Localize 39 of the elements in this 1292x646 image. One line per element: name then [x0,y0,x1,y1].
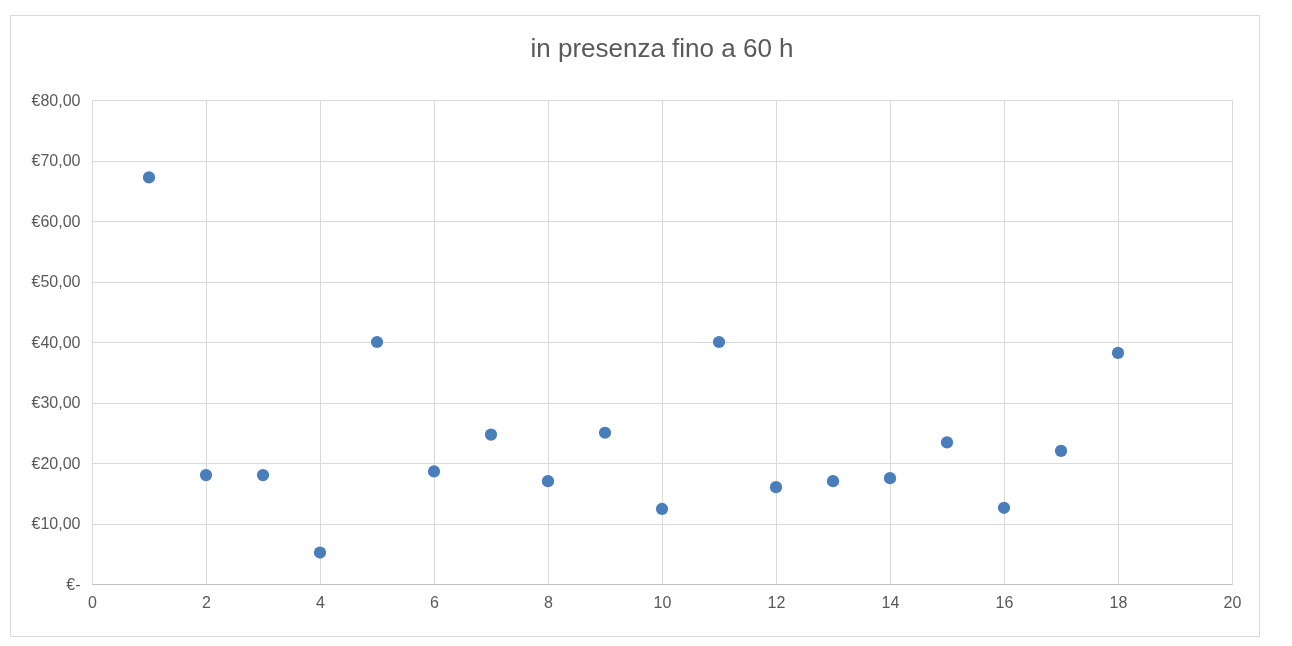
point [142,171,156,184]
x-tick-label: 2 [202,593,212,611]
y-tick-label: €80,00 [31,91,81,109]
x-tick-label: 6 [430,593,440,611]
point [1111,346,1125,359]
y-tick-label: €60,00 [31,212,81,230]
point [940,436,954,449]
y-tick-label: €30,00 [31,394,81,411]
point [826,475,840,488]
point [1054,444,1068,458]
x-tick-label: 10 [653,593,672,611]
point [997,501,1011,514]
x-tick-label: 20 [1223,593,1242,611]
point [769,481,783,494]
point [313,546,327,559]
y-tick-label: €50,00 [31,273,81,290]
point [484,428,498,441]
x-tick-label: 4 [316,593,326,611]
x-tick-label: 18 [1109,593,1128,611]
point [256,468,270,482]
point [370,335,384,349]
x-tick-label: 8 [544,593,554,611]
y-tick-label: €70,00 [31,152,81,169]
x-tick-label: 14 [881,593,900,611]
point [712,335,726,349]
point [427,465,441,478]
point [199,468,213,482]
y-tick-label: €- [66,575,81,593]
x-tick-label: 0 [88,593,98,611]
point [655,502,669,516]
point [598,426,612,439]
y-tick-label: €10,00 [31,515,81,532]
x-tick-label: 12 [767,593,786,611]
x-tick-label: 16 [995,593,1014,611]
point [541,475,555,488]
y-tick-label: €40,00 [31,333,81,351]
y-tick-label: €20,00 [31,454,81,472]
point [883,472,897,485]
chart-title: in presenza fino a 60 h [530,33,794,63]
